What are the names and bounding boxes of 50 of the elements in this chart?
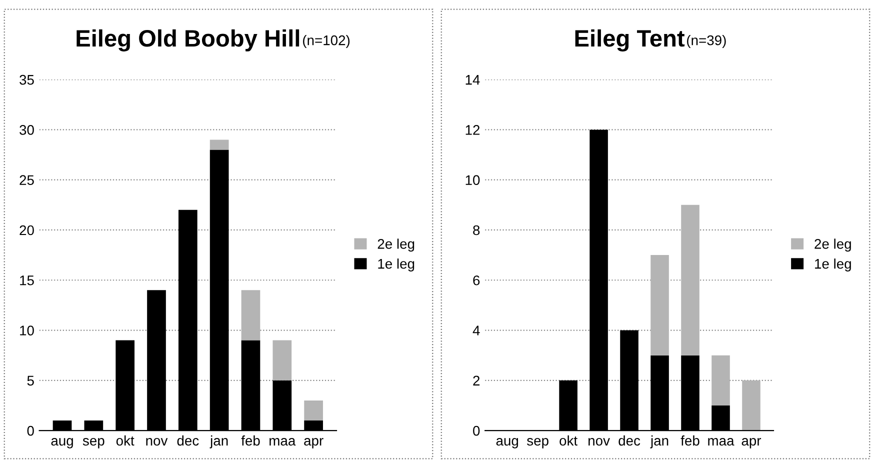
chart-title: Eileg Old Booby Hill bbox=[76, 29, 300, 52]
y-tick-label: 12 bbox=[466, 125, 480, 135]
bar bbox=[742, 380, 760, 431]
x-tick-label: nov bbox=[588, 438, 610, 446]
y-tick-label: 20 bbox=[20, 225, 34, 236]
x-tick-label: feb bbox=[241, 435, 260, 446]
y-tick-label: 10 bbox=[20, 326, 34, 336]
chart-subtitle: (n=39) bbox=[687, 35, 726, 48]
x-tick-label: dec bbox=[618, 435, 640, 446]
x-tick-label: sep bbox=[527, 438, 548, 448]
legend-label: 1e leg bbox=[378, 258, 414, 272]
x-tick-label: apr bbox=[304, 438, 324, 448]
x-tick-label: apr bbox=[742, 438, 762, 448]
y-tick-label: 2 bbox=[473, 376, 480, 386]
y-tick-label: 10 bbox=[466, 175, 480, 186]
x-tick-label: maa bbox=[270, 438, 296, 446]
bar bbox=[304, 400, 323, 421]
x-tick-label: maa bbox=[708, 438, 734, 446]
y-tick-label: 30 bbox=[20, 125, 34, 135]
y-tick-label: 6 bbox=[473, 275, 480, 286]
x-tick-label: jan bbox=[650, 435, 668, 448]
y-tick-label: 15 bbox=[20, 276, 34, 286]
bar bbox=[241, 290, 260, 340]
x-tick-label: jan bbox=[210, 435, 228, 448]
y-tick-label: 5 bbox=[27, 376, 34, 386]
legend-label: 2e leg bbox=[814, 238, 851, 252]
bar bbox=[210, 140, 229, 150]
chart-title: Eileg Tent bbox=[575, 29, 685, 52]
y-tick-label: 25 bbox=[20, 175, 34, 186]
bar bbox=[650, 255, 669, 356]
y-tick-label: 0 bbox=[473, 426, 480, 436]
x-tick-label: aug bbox=[51, 438, 73, 448]
x-tick-label: okt bbox=[116, 435, 134, 446]
y-tick-label: 14 bbox=[466, 75, 480, 85]
chart-subtitle: (n=102) bbox=[303, 35, 350, 48]
x-tick-label: nov bbox=[146, 438, 168, 446]
y-tick-label: 35 bbox=[20, 74, 34, 85]
bar bbox=[712, 355, 730, 406]
x-tick-label: dec bbox=[177, 435, 199, 446]
x-tick-label: feb bbox=[680, 435, 700, 446]
legend-label: 1e leg bbox=[815, 258, 851, 272]
legend-label: 2e leg bbox=[378, 238, 414, 252]
bar bbox=[681, 204, 700, 356]
x-tick-label: okt bbox=[560, 435, 578, 446]
bar bbox=[272, 340, 292, 380]
y-tick-label: 8 bbox=[473, 225, 480, 236]
y-tick-label: 4 bbox=[472, 326, 480, 336]
x-tick-label: aug bbox=[496, 438, 518, 448]
x-tick-label: sep bbox=[82, 438, 104, 448]
y-tick-label: 0 bbox=[27, 426, 34, 436]
